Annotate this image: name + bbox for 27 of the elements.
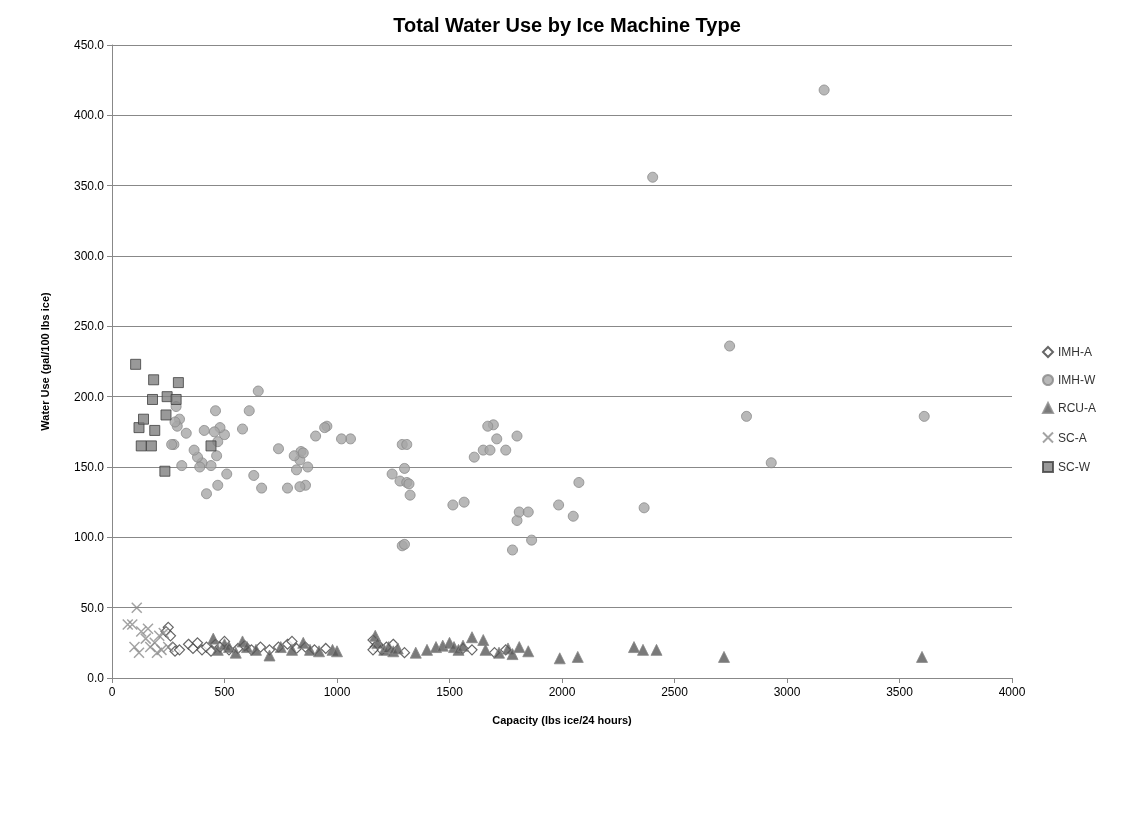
x-axis-title: Capacity (lbs ice/24 hours)	[492, 713, 633, 726]
x-tick-label: 4000	[998, 685, 1026, 699]
x-tick-label: 1500	[436, 685, 464, 699]
y-tick-label: 50.0	[80, 600, 105, 615]
legend-label: IMH-W	[1058, 373, 1096, 387]
legend-label: SC-A	[1058, 430, 1087, 445]
y-tick-label: 250.0	[73, 319, 105, 334]
y-tick-label: 400.0	[73, 108, 105, 123]
legend-label: SC-W	[1058, 460, 1091, 474]
legend-label: RCU-A	[1058, 401, 1096, 415]
y-tick-label: 200.0	[73, 389, 105, 404]
x-tick-label: 500	[214, 685, 235, 699]
y-tick-label: 150.0	[73, 460, 105, 474]
x-tick-label: 1000	[323, 685, 351, 699]
y-tick-label: 300.0	[73, 249, 105, 263]
y-axis-title: Water Use (gal/100 lbs ice)	[38, 291, 51, 431]
x-tick-label: 2500	[661, 685, 689, 699]
legend-label: IMH-A	[1058, 345, 1092, 359]
y-tick-label: 0.0	[87, 671, 105, 685]
x-tick-label: 2000	[548, 685, 576, 699]
x-tick-label: 3500	[886, 685, 914, 699]
chart-title: Total Water Use by Ice Machine Type	[393, 14, 741, 36]
y-tick-label: 350.0	[73, 178, 105, 193]
x-tick-label: 3000	[773, 685, 801, 699]
y-tick-label: 100.0	[73, 530, 105, 545]
x-tick-label: 0	[108, 685, 116, 699]
y-tick-label: 450.0	[73, 38, 105, 52]
